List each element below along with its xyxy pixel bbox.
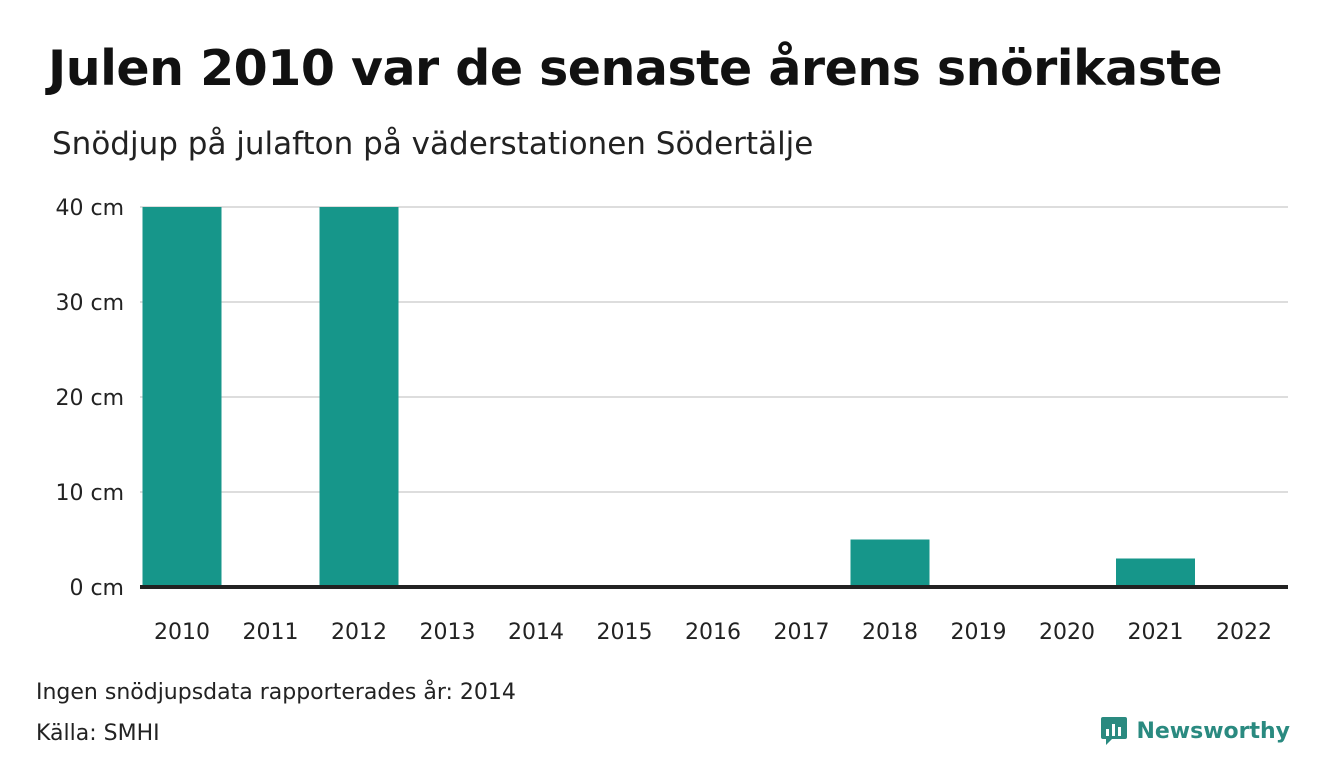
bar-chart: 0 cm 10 cm 20 cm 30 cm 40 cm 2010 2011 2012 2013… [55, 196, 1288, 645]
x-tick-label: 2018 [862, 620, 918, 645]
x-tick-label: 2013 [420, 620, 476, 645]
x-tick-label: 2019 [951, 620, 1007, 645]
x-tick-label: 2014 [508, 620, 564, 645]
bar-2018 [850, 539, 930, 587]
axes: 0 cm 10 cm 20 cm 30 cm 40 cm 2010 2011 2012 2013… [55, 196, 1288, 645]
y-tick-label: 0 cm [69, 576, 124, 601]
x-tick-label: 2015 [597, 620, 653, 645]
x-tick-label: 2017 [774, 620, 830, 645]
x-tick-label: 2012 [331, 620, 387, 645]
bar-2021 [1116, 558, 1195, 587]
missing-data-note: Ingen snödjupsdata rapporterades år: 201… [36, 680, 516, 705]
bar-2010 [142, 207, 222, 587]
x-tick-label: 2010 [154, 620, 210, 645]
y-tick-label: 20 cm [55, 386, 124, 411]
y-tick-label: 40 cm [55, 196, 124, 221]
grid-lines [140, 206, 1288, 493]
y-tick-label: 30 cm [55, 291, 124, 316]
bar-2012 [319, 207, 399, 587]
chart-subtitle: Snödjup på julafton på väderstationen Sö… [52, 126, 814, 162]
newsworthy-logo-icon [1101, 717, 1128, 745]
brand-name: Newsworthy [1136, 718, 1290, 744]
chart-title: Julen 2010 var de senaste årens snörikas… [48, 40, 1223, 97]
x-tick-label: 2011 [243, 620, 299, 645]
x-tick-label: 2021 [1128, 620, 1184, 645]
brand-logo: Newsworthy [1100, 716, 1290, 746]
x-tick-label: 2016 [685, 620, 741, 645]
y-tick-label: 10 cm [55, 481, 124, 506]
bars [142, 207, 1195, 587]
x-tick-label: 2022 [1216, 620, 1272, 645]
source-label: Källa: SMHI [36, 721, 160, 746]
x-tick-label: 2020 [1039, 620, 1095, 645]
